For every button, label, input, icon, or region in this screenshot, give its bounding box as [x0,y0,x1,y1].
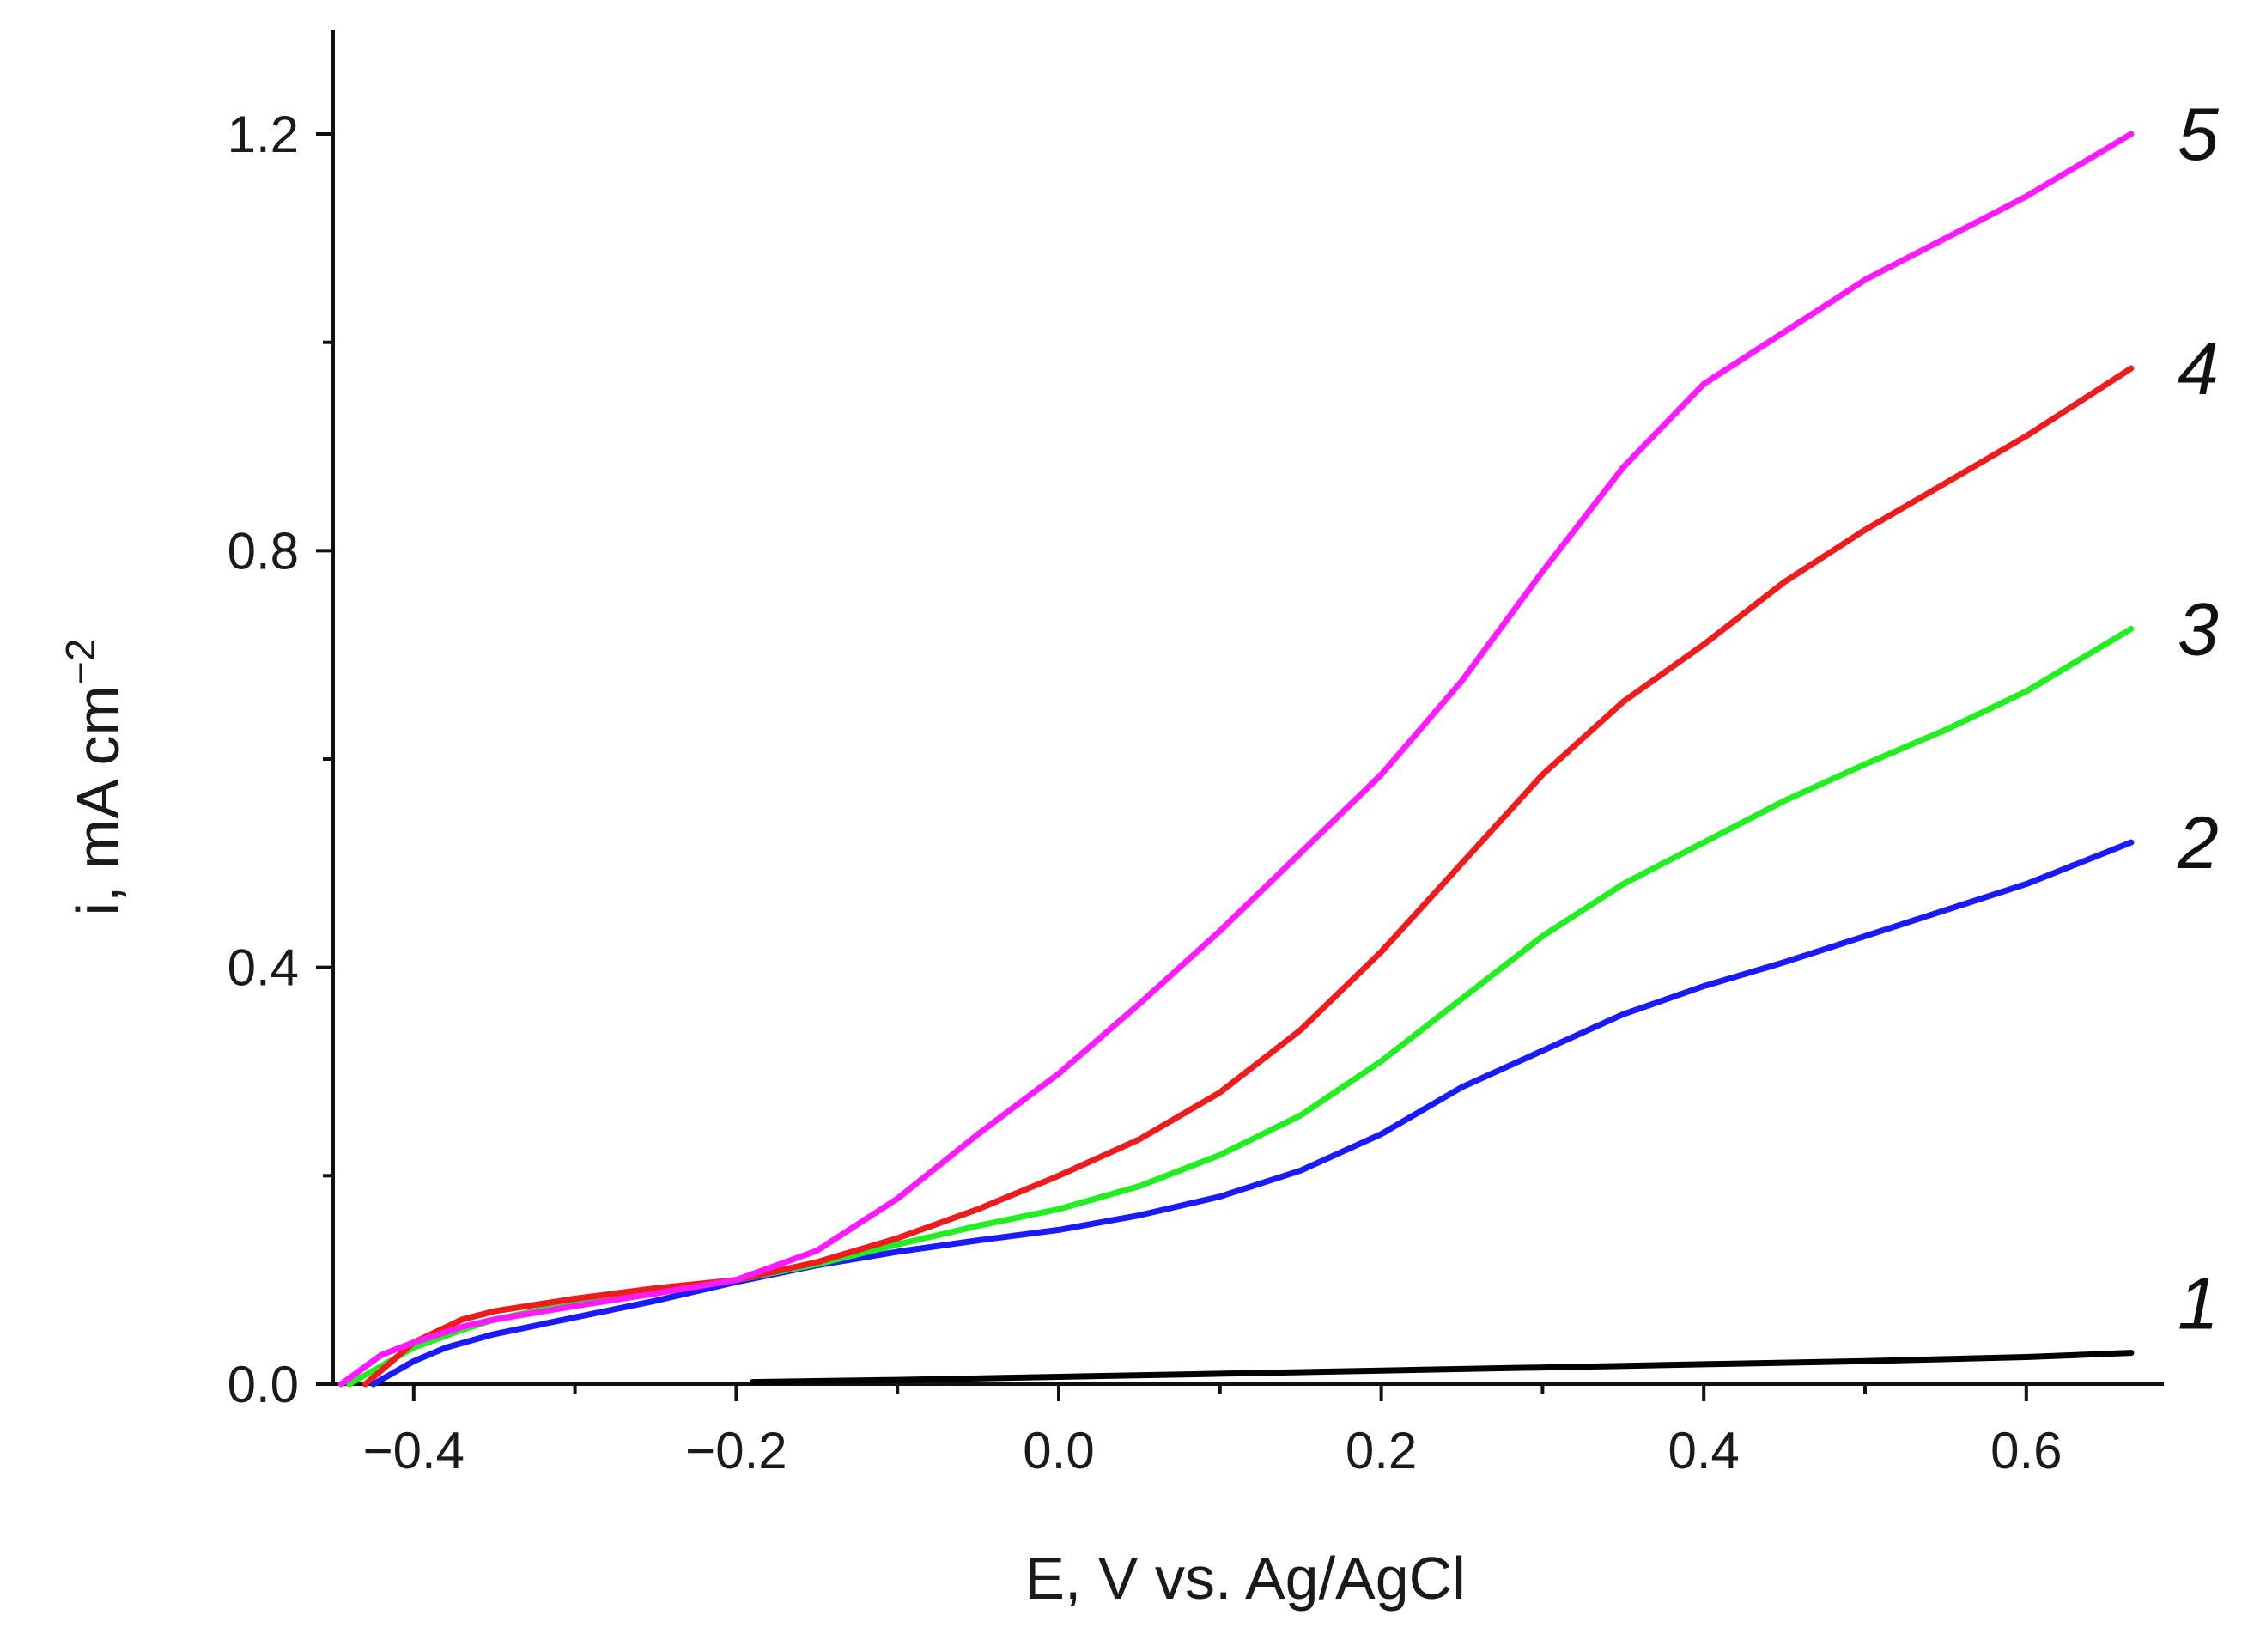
labels-group: E, V vs. Ag/AgCl i, mA cm−2 1 2 3 4 5 [58,94,2220,1612]
y-tick-label: 0.8 [228,522,299,580]
x-tick-label: 0.0 [1023,1422,1094,1479]
curve-label-5: 5 [2178,94,2220,176]
curve-label-2: 2 [2177,802,2219,884]
y-axis-title-main: i, mA cm [64,685,131,915]
x-tick-label: 0.6 [1990,1422,2062,1479]
series-line-1 [749,1350,2135,1386]
curve-label-1: 1 [2178,1263,2219,1345]
y-tick-label: 0.0 [228,1356,299,1413]
curve-label-4: 4 [2178,328,2219,410]
x-tick-label: 0.4 [1668,1422,1739,1479]
series-line-2 [370,839,2135,1388]
y-axis-title: i, mA cm−2 [58,638,131,915]
x-tick-label: −0.4 [363,1422,465,1479]
y-tick-label: 0.4 [228,939,299,997]
curve-label-3: 3 [2178,588,2219,671]
series-line-5 [337,131,2135,1388]
x-tick-label: −0.2 [685,1422,787,1479]
axes: −0.4 −0.2 0.0 0.2 0.4 0.6 0.0 0.4 0.8 1.2 [228,30,2164,1479]
series-line-4 [362,365,2135,1388]
series-line-3 [346,625,2135,1388]
series-group [337,131,2135,1388]
x-axis-title: E, V vs. Ag/AgCl [1024,1545,1466,1612]
y-axis-title-superscript: −2 [58,638,104,685]
x-tick-label: 0.2 [1346,1422,1417,1479]
y-tick-label: 1.2 [228,106,299,163]
